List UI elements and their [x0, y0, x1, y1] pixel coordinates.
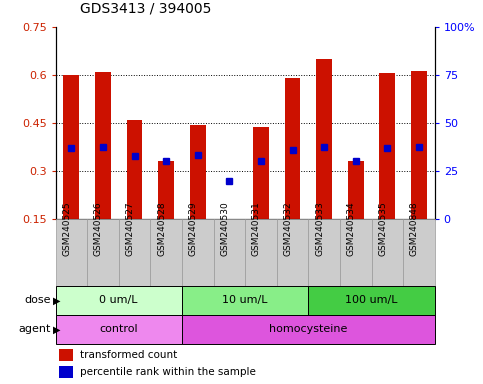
Bar [253, 127, 269, 219]
FancyBboxPatch shape [56, 286, 182, 315]
Text: GSM240533: GSM240533 [315, 202, 324, 257]
FancyBboxPatch shape [371, 219, 403, 286]
Text: GSM240525: GSM240525 [62, 202, 71, 256]
FancyBboxPatch shape [56, 219, 87, 286]
Text: GSM240534: GSM240534 [347, 202, 355, 256]
FancyBboxPatch shape [182, 286, 308, 315]
FancyBboxPatch shape [277, 219, 308, 286]
Text: GSM240527: GSM240527 [126, 202, 135, 256]
Text: GSM240532: GSM240532 [284, 202, 293, 256]
Bar [63, 75, 79, 219]
Text: dose: dose [24, 295, 51, 306]
FancyBboxPatch shape [340, 219, 371, 286]
Text: control: control [99, 324, 138, 334]
Bar [411, 71, 427, 219]
FancyBboxPatch shape [119, 219, 150, 286]
Text: GSM240848: GSM240848 [410, 202, 419, 256]
Bar [316, 59, 332, 219]
FancyBboxPatch shape [308, 286, 435, 315]
FancyBboxPatch shape [213, 219, 245, 286]
Text: homocysteine: homocysteine [269, 324, 347, 334]
Text: GDS3413 / 394005: GDS3413 / 394005 [80, 2, 211, 15]
Text: GSM240530: GSM240530 [220, 202, 229, 257]
Text: agent: agent [18, 324, 51, 334]
FancyBboxPatch shape [245, 219, 277, 286]
Text: GSM240535: GSM240535 [378, 202, 387, 257]
Bar [348, 161, 364, 219]
Text: 10 um/L: 10 um/L [222, 295, 268, 306]
Bar [190, 125, 206, 219]
Bar [59, 366, 72, 379]
Text: 0 um/L: 0 um/L [99, 295, 138, 306]
Text: ▶: ▶ [53, 295, 61, 306]
FancyBboxPatch shape [308, 219, 340, 286]
Text: 100 um/L: 100 um/L [345, 295, 398, 306]
Bar [59, 349, 72, 361]
FancyBboxPatch shape [56, 315, 182, 344]
Bar [127, 120, 142, 219]
Bar [284, 78, 300, 219]
Text: GSM240529: GSM240529 [189, 202, 198, 256]
FancyBboxPatch shape [403, 219, 435, 286]
Bar [380, 73, 395, 219]
Text: transformed count: transformed count [80, 350, 177, 360]
FancyBboxPatch shape [87, 219, 119, 286]
Text: ▶: ▶ [53, 324, 61, 334]
FancyBboxPatch shape [150, 219, 182, 286]
FancyBboxPatch shape [182, 315, 435, 344]
Text: percentile rank within the sample: percentile rank within the sample [80, 367, 256, 377]
Bar [95, 72, 111, 219]
Text: GSM240531: GSM240531 [252, 202, 261, 257]
FancyBboxPatch shape [182, 219, 213, 286]
Bar [158, 161, 174, 219]
Text: GSM240526: GSM240526 [94, 202, 103, 256]
Text: GSM240528: GSM240528 [157, 202, 166, 256]
